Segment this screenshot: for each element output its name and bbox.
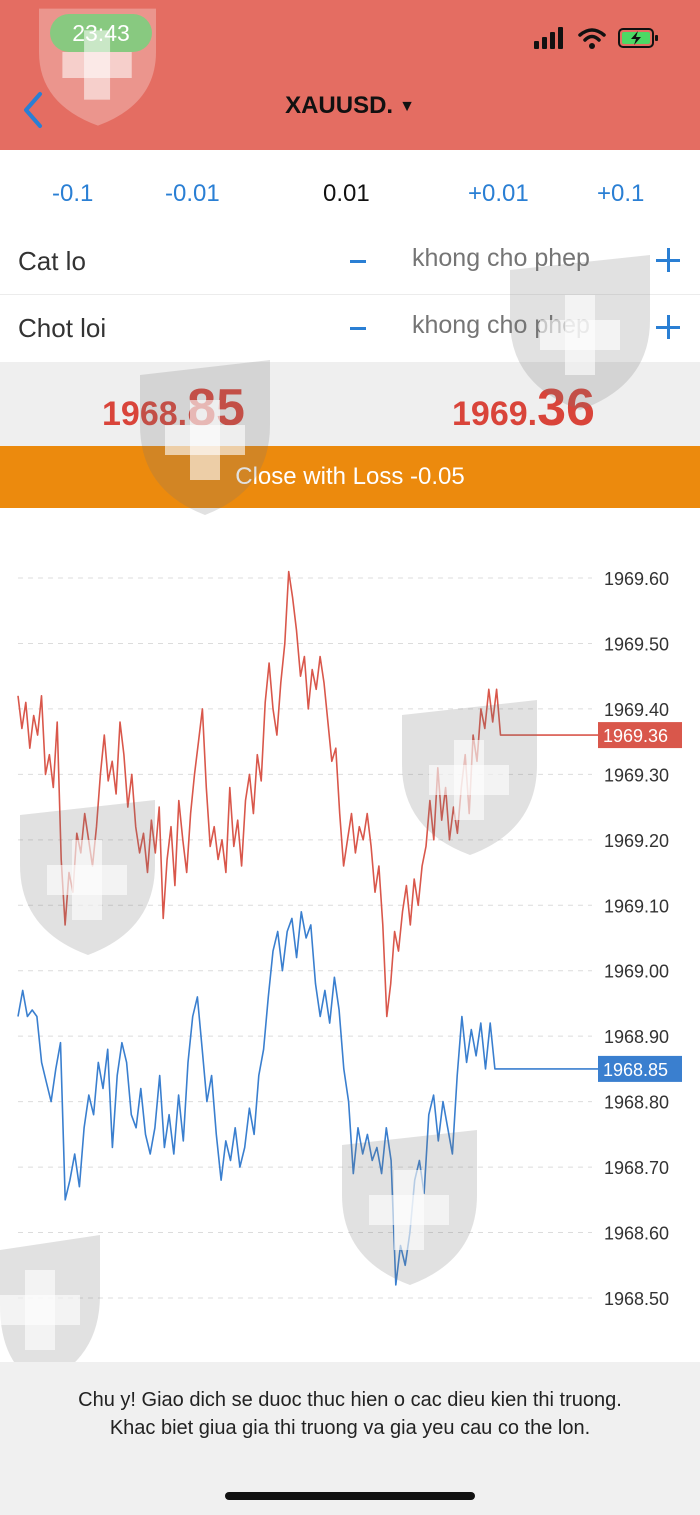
take-profit-row: Chot loi	[0, 294, 700, 360]
y-tick-label: 1968.70	[604, 1158, 669, 1178]
price-chart-svg: 1969.60 1969.50 1969.40 1969.30 1969.20 1969.…	[17, 569, 682, 1309]
series-line-0	[17, 570, 528, 1018]
current-price-label-1: 1968.85	[603, 1060, 668, 1080]
y-tick-label: 1969.50	[604, 634, 669, 654]
status-icons	[534, 24, 660, 52]
current-price-badge-1	[598, 1055, 682, 1082]
ask-price[interactable]: 1969.36	[452, 378, 595, 438]
chevron-left-icon	[24, 92, 42, 128]
footer-disclaimer: Chu y! Giao dich se duoc thuc hien o cac…	[0, 1362, 700, 1515]
back-button[interactable]	[18, 88, 58, 138]
header-bar: 23:43 XAUUSD. ▼	[0, 0, 700, 150]
wifi-icon	[578, 28, 606, 49]
signal-icon	[534, 27, 563, 49]
bid-price-pips: 85	[187, 379, 245, 437]
volume-plus-0.01-button[interactable]: +0.01	[468, 180, 529, 207]
volume-value[interactable]: 0.01	[323, 180, 370, 207]
take-profit-plus-button[interactable]	[648, 303, 688, 351]
volume-minus-0.1-button[interactable]: -0.1	[52, 180, 94, 207]
take-profit-input[interactable]	[412, 311, 622, 340]
disclaimer-text: Chu y! Giao dich se duoc thuc hien o cac…	[0, 1386, 700, 1442]
home-indicator[interactable]	[225, 1492, 475, 1500]
status-time: 23:43	[50, 14, 152, 52]
y-tick-label: 1969.00	[604, 962, 669, 982]
y-tick-label: 1969.10	[604, 896, 669, 916]
y-tick-label: 1968.80	[604, 1093, 669, 1113]
volume-minus-0.01-button[interactable]: -0.01	[165, 180, 220, 207]
battery-charging-icon	[618, 28, 658, 48]
disclaimer-line-2: Khac biet giua gia thi truong va gia yeu…	[109, 1417, 591, 1439]
y-tick-label: 1968.50	[604, 1289, 669, 1309]
take-profit-label: Chot loi	[18, 313, 107, 343]
y-tick-label: 1969.30	[604, 765, 669, 785]
take-profit-minus-button[interactable]	[345, 305, 375, 349]
volume-row: -0.1 -0.01 0.01 +0.01 +0.1	[0, 150, 700, 240]
y-tick-label: 1969.20	[604, 831, 669, 851]
caret-down-icon: ▼	[399, 98, 415, 115]
current-price-badge-0	[598, 722, 682, 749]
symbol-title: XAUUSD.	[285, 92, 394, 119]
ask-price-pips: 36	[537, 379, 595, 437]
y-tick-label: 1968.90	[604, 1027, 669, 1047]
bid-price[interactable]: 1968.85	[102, 378, 245, 438]
price-panel: 1968.85 1969.36	[0, 362, 700, 446]
bid-price-main: 1968.	[102, 395, 188, 433]
stop-loss-input[interactable]	[412, 244, 622, 273]
y-tick-label: 1969.60	[604, 569, 669, 589]
current-price-label-0: 1969.36	[603, 726, 668, 746]
price-chart: 1969.60 1969.50 1969.40 1969.30 1969.20 1969.…	[0, 510, 700, 1360]
y-tick-label: 1969.40	[604, 700, 669, 720]
y-tick-label: 1968.60	[604, 1224, 669, 1244]
ask-price-main: 1969.	[452, 395, 538, 433]
symbol-selector[interactable]: XAUUSD. ▼	[0, 92, 700, 120]
stop-loss-label: Cat lo	[18, 246, 86, 276]
volume-plus-0.1-button[interactable]: +0.1	[597, 180, 645, 207]
close-with-loss-button[interactable]: Close with Loss -0.05	[0, 446, 700, 508]
stop-loss-row: Cat lo	[0, 228, 700, 294]
stop-loss-minus-button[interactable]	[345, 238, 375, 282]
stop-loss-plus-button[interactable]	[648, 236, 688, 284]
disclaimer-line-1: Chu y! Giao dich se duoc thuc hien o cac…	[78, 1389, 622, 1411]
series-line-1	[17, 911, 528, 1286]
